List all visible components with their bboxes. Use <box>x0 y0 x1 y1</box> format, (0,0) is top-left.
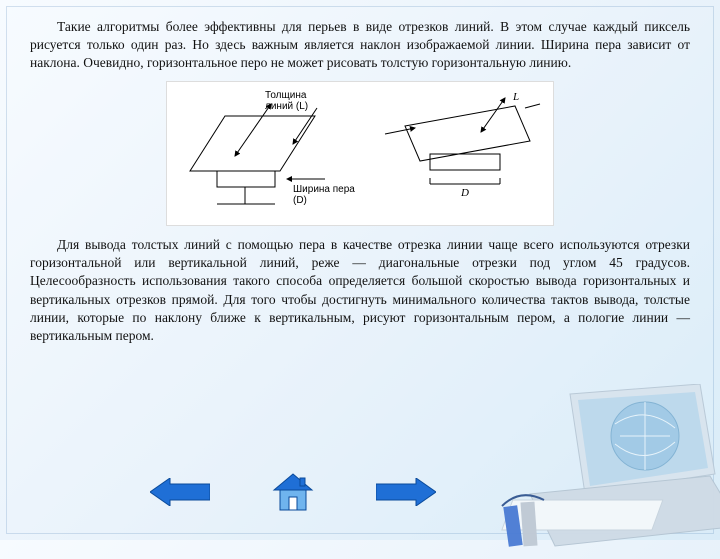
nav-bar <box>150 470 436 514</box>
label-L: L <box>512 91 519 103</box>
laptop-decor-icon <box>500 384 720 554</box>
label-D: D <box>460 187 469 199</box>
next-button[interactable] <box>376 478 436 506</box>
label-penwidth: Ширина пера <box>293 184 355 195</box>
label-thickness-2: линий (L) <box>265 101 308 112</box>
label-thickness: Толщина <box>265 90 307 101</box>
content-area: Такие алгоритмы более эффективны для пер… <box>30 18 690 351</box>
paragraph-2: Для вывода толстых линий с помощью пера … <box>30 236 690 345</box>
pen-geometry-diagram: Толщина линий (L) Ширина пера (D) <box>166 81 554 226</box>
home-button[interactable] <box>270 470 316 514</box>
label-penwidth-2: (D) <box>293 195 307 206</box>
paragraph-1: Такие алгоритмы более эффективны для пер… <box>30 18 690 73</box>
diagram-container: Толщина линий (L) Ширина пера (D) <box>30 81 690 226</box>
prev-button[interactable] <box>150 478 210 506</box>
